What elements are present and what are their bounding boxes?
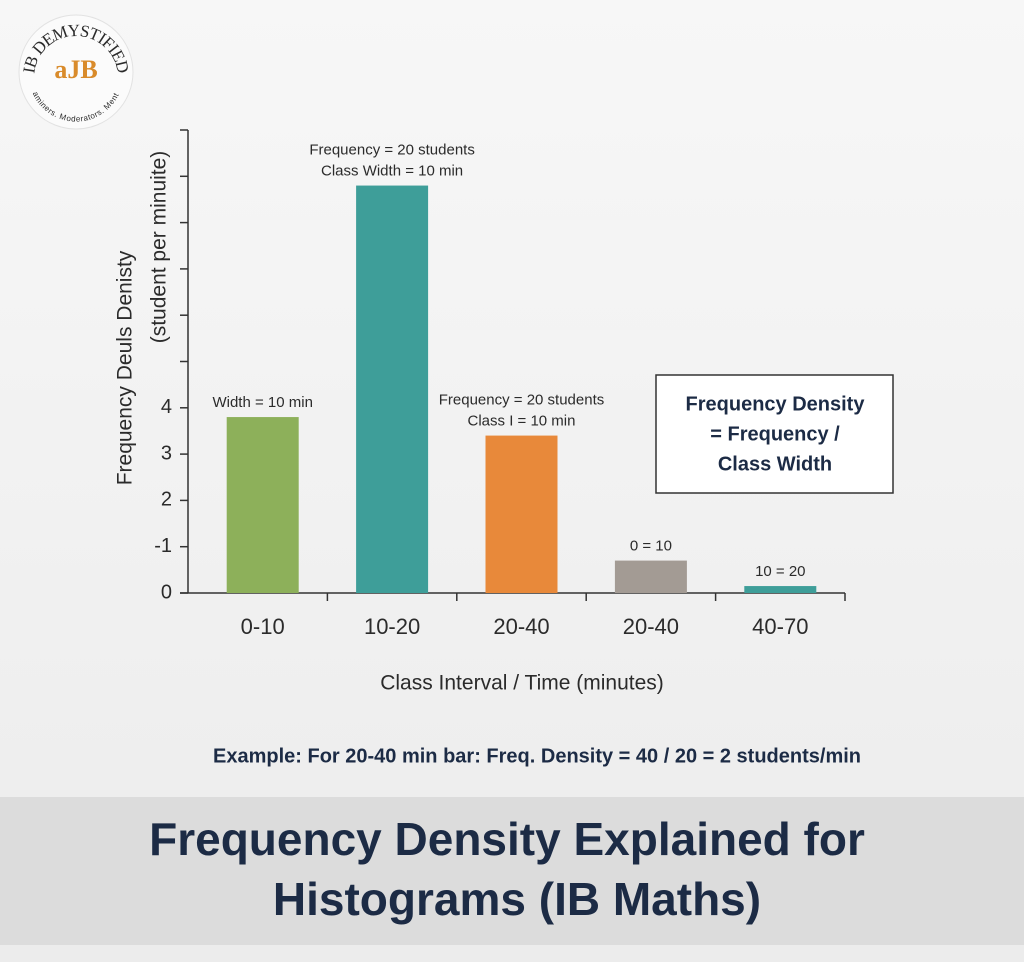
title-banner — [0, 797, 1024, 945]
bar — [356, 185, 429, 593]
bar — [226, 417, 299, 593]
y-tick-label: 0 — [161, 581, 172, 603]
bar-annotation: Class Width = 10 min — [321, 163, 463, 180]
logo-initials: aJB — [54, 55, 97, 84]
bar-annotation: Frequency = 20 students — [309, 142, 475, 159]
logo-circle — [18, 14, 134, 130]
bar — [485, 435, 558, 593]
note-line: = Frequency / — [710, 423, 840, 445]
chart-title: Histograms (IB Maths) — [273, 873, 761, 925]
note-box — [655, 374, 894, 494]
x-tick-label: 0-10 — [241, 614, 285, 639]
chart: 0 -1 2 3 4 Frequency Deuls Denisty (student pe… — [114, 129, 846, 695]
chart-title: Frequency Density Explained for — [149, 813, 865, 865]
note-line: Frequency Density — [686, 393, 866, 415]
note-line: Class Width — [718, 453, 832, 475]
y-tick-label: 3 — [161, 442, 172, 464]
x-axis-label: Class Interval / Time (minutes) — [380, 672, 664, 695]
x-tick-label: 10-20 — [364, 614, 420, 639]
bar — [744, 586, 817, 593]
y-axis-label: (student per minuite) — [148, 151, 171, 344]
bar — [614, 560, 687, 593]
x-tick-label: 20-40 — [623, 614, 679, 639]
y-tick-label: -1 — [154, 535, 172, 557]
x-tick-label: 20-40 — [493, 614, 549, 639]
x-tick-label: 40-70 — [752, 614, 808, 639]
bar-annotation: Frequency = 20 students — [439, 392, 605, 409]
example-text: Example: For 20-40 min bar: Freq. Densit… — [213, 745, 861, 767]
bar-annotation: Width = 10 min — [212, 394, 312, 411]
y-axis-label: Frequency Deuls Denisty — [114, 250, 137, 485]
bar-annotation: Class I = 10 min — [468, 413, 576, 430]
bar-annotation: 10 = 20 — [755, 563, 805, 580]
bar-annotation: 0 = 10 — [630, 538, 672, 555]
y-tick-label: 4 — [161, 396, 172, 418]
y-tick-label: 2 — [161, 489, 172, 511]
